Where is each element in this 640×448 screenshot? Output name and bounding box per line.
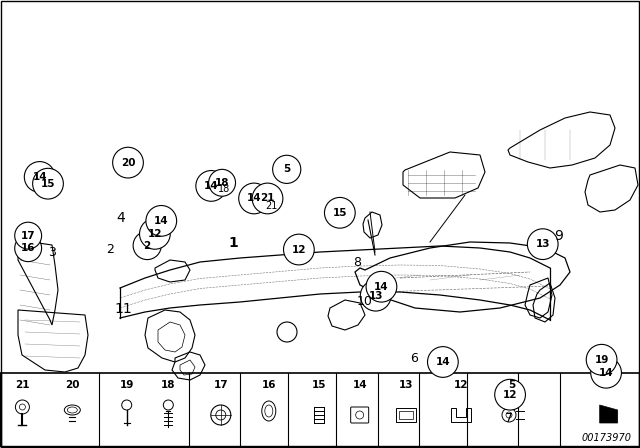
Ellipse shape <box>527 229 558 259</box>
Text: 17: 17 <box>21 231 35 241</box>
Text: 14: 14 <box>436 357 450 367</box>
Text: 20: 20 <box>121 158 135 168</box>
Ellipse shape <box>15 222 42 249</box>
Text: 12: 12 <box>292 245 306 254</box>
Text: 8: 8 <box>353 255 361 269</box>
Text: 14: 14 <box>33 172 47 182</box>
Text: 5: 5 <box>508 380 516 390</box>
Ellipse shape <box>239 183 269 214</box>
Text: 15: 15 <box>333 208 347 218</box>
Text: 13: 13 <box>399 380 413 390</box>
Text: 13: 13 <box>369 291 383 301</box>
Ellipse shape <box>24 162 55 192</box>
Ellipse shape <box>209 169 236 196</box>
Text: 7: 7 <box>505 412 513 426</box>
Text: 17: 17 <box>214 380 228 390</box>
Text: 13: 13 <box>536 239 550 249</box>
Text: 21: 21 <box>260 194 275 203</box>
Text: 14: 14 <box>247 194 261 203</box>
Text: 20: 20 <box>65 380 79 390</box>
Ellipse shape <box>324 198 355 228</box>
Bar <box>396 408 417 422</box>
Text: 1: 1 <box>228 236 239 250</box>
Text: 14: 14 <box>374 282 388 292</box>
Text: 00173970: 00173970 <box>582 433 632 443</box>
Text: 19: 19 <box>120 380 134 390</box>
Ellipse shape <box>360 280 391 311</box>
Text: 14: 14 <box>204 181 218 191</box>
Text: 19: 19 <box>595 355 609 365</box>
Text: 18: 18 <box>218 184 230 194</box>
Ellipse shape <box>196 171 227 201</box>
Ellipse shape <box>591 358 621 388</box>
Text: 15: 15 <box>312 380 326 390</box>
Text: 15: 15 <box>41 179 55 189</box>
Ellipse shape <box>113 147 143 178</box>
Text: 14: 14 <box>353 380 367 390</box>
Bar <box>399 411 413 419</box>
Text: 5: 5 <box>283 164 291 174</box>
Text: 12: 12 <box>148 229 162 239</box>
Ellipse shape <box>15 235 42 262</box>
Ellipse shape <box>273 155 301 183</box>
Text: 12: 12 <box>503 390 517 400</box>
Text: 10: 10 <box>357 294 372 308</box>
Ellipse shape <box>133 232 161 259</box>
Polygon shape <box>600 405 618 423</box>
Text: 21: 21 <box>15 380 29 390</box>
Text: 16: 16 <box>262 380 276 390</box>
Text: 2: 2 <box>106 242 114 256</box>
Ellipse shape <box>33 168 63 199</box>
Ellipse shape <box>252 183 283 214</box>
Ellipse shape <box>146 206 177 236</box>
Text: 11: 11 <box>115 302 132 316</box>
Text: 4: 4 <box>116 211 125 225</box>
Ellipse shape <box>586 345 617 375</box>
Text: 3: 3 <box>49 246 56 259</box>
Text: 21: 21 <box>265 201 278 211</box>
Ellipse shape <box>284 234 314 265</box>
Text: 9: 9 <box>554 229 563 243</box>
Text: 16: 16 <box>21 243 35 253</box>
Text: 18: 18 <box>161 380 175 390</box>
Text: 2: 2 <box>143 241 151 250</box>
Ellipse shape <box>140 219 170 249</box>
Ellipse shape <box>428 347 458 377</box>
Text: 14: 14 <box>599 368 613 378</box>
Text: 18: 18 <box>215 178 229 188</box>
Ellipse shape <box>366 271 397 302</box>
Ellipse shape <box>495 379 525 410</box>
Text: 6: 6 <box>410 352 418 365</box>
Text: 12: 12 <box>454 380 468 390</box>
Text: 14: 14 <box>154 216 168 226</box>
